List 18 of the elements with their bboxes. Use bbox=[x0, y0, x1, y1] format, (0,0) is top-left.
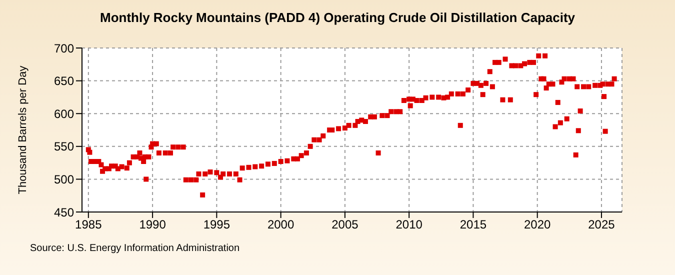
x-tick-label: 1985 bbox=[75, 218, 102, 232]
y-tick-label: 700 bbox=[54, 41, 74, 56]
y-tick-label: 500 bbox=[54, 172, 74, 186]
x-tick-label: 2005 bbox=[332, 218, 359, 232]
y-tick-label: 550 bbox=[54, 140, 74, 154]
x-tick-label: 2015 bbox=[460, 218, 487, 232]
x-tick-label: 1990 bbox=[139, 218, 166, 232]
x-tick-label: 2025 bbox=[588, 218, 616, 232]
x-tick-label: 2020 bbox=[524, 218, 552, 232]
x-tick-label: 1995 bbox=[203, 218, 230, 232]
y-tick-label: 450 bbox=[54, 205, 74, 220]
x-tick-label: 2010 bbox=[396, 218, 423, 232]
chart-title: Monthly Rocky Mountains (PADD 4) Operating Crude Oil Distillation Capacity bbox=[98, 10, 576, 25]
y-axis-title: Thousand Barrels per Day bbox=[16, 65, 29, 194]
x-tick-label: 2000 bbox=[267, 218, 294, 232]
source-note: Source: U.S. Energy Information Administration bbox=[30, 243, 240, 254]
y-tick-label: 600 bbox=[54, 106, 74, 121]
y-tick-label: 650 bbox=[54, 74, 74, 88]
